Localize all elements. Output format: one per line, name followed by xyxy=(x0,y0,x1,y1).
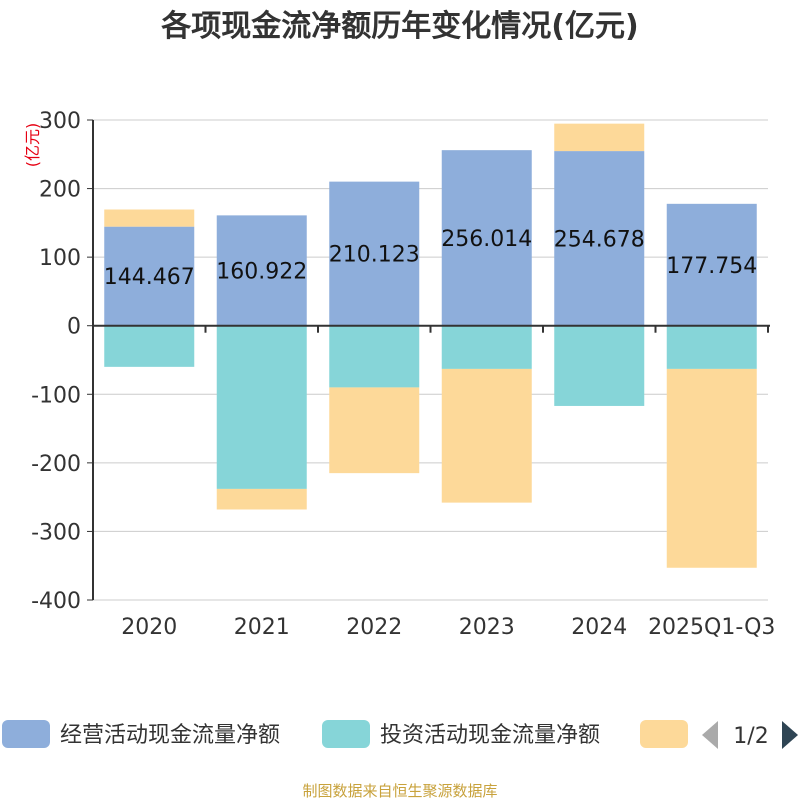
legend: 经营活动现金流量净额 投资活动现金流量净额 xyxy=(2,720,688,748)
bar-1-2022[interactable] xyxy=(329,181,420,326)
bar-2-2025Q1-Q3[interactable] xyxy=(666,325,757,369)
bar-3-2020[interactable] xyxy=(104,209,195,227)
bar-2-2023[interactable] xyxy=(441,325,532,369)
x-tick-label: 2022 xyxy=(346,615,402,640)
y-tick-label: 300 xyxy=(39,109,81,134)
axes: 300 200 100 0 -100 -200 -300 -400 2020 2021 2022 20… xyxy=(31,109,775,640)
y-tick-label: -300 xyxy=(31,520,81,545)
legend-swatch-3[interactable] xyxy=(640,720,688,748)
legend-page-indicator: 1/2 xyxy=(733,724,768,749)
bar-3-2021[interactable] xyxy=(216,488,307,510)
x-tick-label: 2024 xyxy=(571,615,627,640)
y-tick-label: -200 xyxy=(31,452,81,477)
bar-3-2024[interactable] xyxy=(554,123,645,152)
bar-2-2021[interactable] xyxy=(216,325,307,489)
x-tick-label: 2023 xyxy=(459,615,515,640)
y-axis-unit-label: (亿元) xyxy=(23,123,42,168)
y-tick-label: -100 xyxy=(31,383,81,408)
bar-1-2025Q1-Q3[interactable] xyxy=(666,203,757,326)
x-tick-label: 2020 xyxy=(121,615,177,640)
data-label-2025Q1-Q3: 177.754 xyxy=(666,254,757,279)
data-label-2024: 254.678 xyxy=(554,227,645,252)
bar-2-2020[interactable] xyxy=(104,325,195,367)
x-tick-label: 2025Q1-Q3 xyxy=(648,615,775,640)
legend-swatch-2[interactable] xyxy=(322,720,370,748)
bar-1-2021[interactable] xyxy=(216,215,307,326)
data-source-note: 制图数据来自恒生聚源数据库 xyxy=(302,782,497,800)
data-label-2022: 210.123 xyxy=(329,243,420,268)
legend-pager: 1/2 xyxy=(702,721,798,749)
data-label-2023: 256.014 xyxy=(441,227,532,252)
legend-label-1[interactable]: 经营活动现金流量净额 xyxy=(60,723,280,748)
legend-label-2[interactable]: 投资活动现金流量净额 xyxy=(380,723,600,748)
data-label-2021: 160.922 xyxy=(216,260,307,285)
chart-title: 各项现金流净额历年变化情况(亿元) xyxy=(160,9,638,44)
bar-3-2025Q1-Q3[interactable] xyxy=(666,368,757,568)
x-tick-label: 2021 xyxy=(234,615,290,640)
legend-swatch-1[interactable] xyxy=(2,720,50,748)
data-labels: 144.467 160.922 210.123 256.014 254.678 177.7… xyxy=(104,227,757,290)
bar-2-2024[interactable] xyxy=(554,325,645,406)
bar-1-2024[interactable] xyxy=(554,151,645,326)
legend-prev-arrow-icon[interactable] xyxy=(702,721,718,749)
bar-2-2022[interactable] xyxy=(329,325,420,388)
data-label-2020: 144.467 xyxy=(104,265,195,290)
bar-3-2023[interactable] xyxy=(441,368,532,503)
y-tick-label: 0 xyxy=(67,315,81,340)
y-tick-label: 200 xyxy=(39,178,81,203)
y-tick-label: -400 xyxy=(31,589,81,614)
bar-1-2020[interactable] xyxy=(104,226,195,326)
bars-group xyxy=(104,123,757,568)
bar-1-2023[interactable] xyxy=(441,150,532,326)
legend-next-arrow-icon[interactable] xyxy=(782,721,798,749)
y-tick-label: 100 xyxy=(39,246,81,271)
bar-3-2022[interactable] xyxy=(329,387,420,474)
